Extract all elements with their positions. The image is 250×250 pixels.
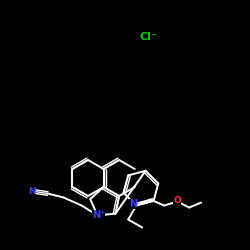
Text: N: N — [28, 187, 35, 196]
Text: Cl⁻: Cl⁻ — [139, 32, 157, 42]
Text: N⁺: N⁺ — [92, 210, 105, 220]
Text: N: N — [129, 198, 137, 208]
Text: O: O — [173, 196, 181, 205]
